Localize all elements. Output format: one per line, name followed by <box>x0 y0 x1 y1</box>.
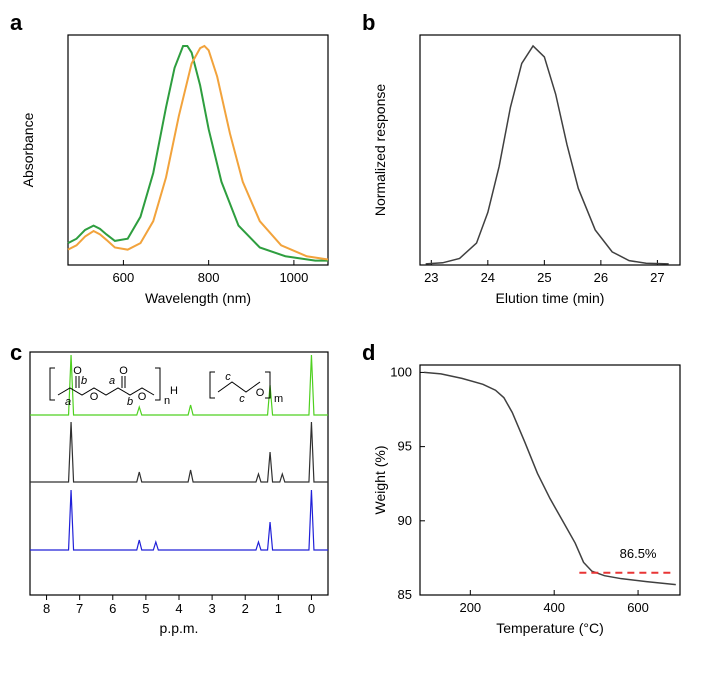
svg-text:25: 25 <box>537 270 551 285</box>
svg-text:p.p.m.: p.p.m. <box>160 620 199 636</box>
svg-text:a: a <box>65 396 71 408</box>
panel-label-d: d <box>362 340 375 366</box>
svg-text:600: 600 <box>113 270 135 285</box>
panel-c: c 876543210p.p.m.OOOOababnHOccm <box>10 340 342 650</box>
svg-text:1000: 1000 <box>279 270 308 285</box>
svg-text:86.5%: 86.5% <box>620 546 657 561</box>
svg-text:c: c <box>225 371 231 383</box>
svg-text:b: b <box>127 396 133 408</box>
svg-text:Weight (%): Weight (%) <box>372 446 388 515</box>
svg-text:6: 6 <box>109 601 116 616</box>
svg-text:400: 400 <box>543 600 565 615</box>
svg-text:Elution time (min): Elution time (min) <box>496 290 605 306</box>
svg-text:c: c <box>239 393 245 405</box>
svg-text:a: a <box>109 375 115 387</box>
svg-text:Wavelength (nm): Wavelength (nm) <box>145 290 251 306</box>
panel-b: b 23 24 25 26 27 Elution time (min) Normalized… <box>362 10 694 320</box>
svg-text:1: 1 <box>275 601 282 616</box>
svg-text:b: b <box>81 375 87 387</box>
svg-text:3: 3 <box>208 601 215 616</box>
svg-text:85: 85 <box>398 587 412 602</box>
svg-text:0: 0 <box>308 601 315 616</box>
svg-text:800: 800 <box>198 270 220 285</box>
svg-text:m: m <box>274 393 283 405</box>
svg-text:8: 8 <box>43 601 50 616</box>
svg-text:23: 23 <box>424 270 438 285</box>
svg-text:100: 100 <box>390 364 412 379</box>
svg-text:4: 4 <box>175 601 182 616</box>
svg-text:26: 26 <box>594 270 608 285</box>
svg-text:O: O <box>138 391 147 403</box>
panel-label-a: a <box>10 10 22 36</box>
svg-text:600: 600 <box>627 600 649 615</box>
svg-text:7: 7 <box>76 601 83 616</box>
chart-c: 876543210p.p.m.OOOOababnHOccm <box>10 340 340 650</box>
svg-text:24: 24 <box>481 270 495 285</box>
svg-text:90: 90 <box>398 513 412 528</box>
panel-d: d 200 400 600 85 90 95 100 86.5% Temperature (°C… <box>362 340 694 650</box>
panel-a: a 600 800 1000 Wavelength (nm) Absorbance <box>10 10 342 320</box>
figure-grid: a 6008001000Wavelength (nm)Absorbance b … <box>10 10 694 650</box>
svg-text:O: O <box>119 365 128 377</box>
svg-text:O: O <box>256 387 265 399</box>
panel-label-c: c <box>10 340 22 366</box>
svg-text:5: 5 <box>142 601 149 616</box>
svg-text:200: 200 <box>459 600 481 615</box>
svg-text:H: H <box>170 385 178 397</box>
panel-label-b: b <box>362 10 375 36</box>
svg-text:O: O <box>90 391 99 403</box>
chart-d: 200 400 600 85 90 95 100 86.5% Temperature (°C) W… <box>362 340 692 650</box>
svg-text:Temperature (°C): Temperature (°C) <box>496 620 604 636</box>
chart-a: 600 800 1000 Wavelength (nm) Absorbance <box>10 10 340 320</box>
chart-b: 23 24 25 26 27 Elution time (min) Normalized r… <box>362 10 692 320</box>
svg-text:27: 27 <box>650 270 664 285</box>
svg-text:95: 95 <box>398 439 412 454</box>
svg-text:Normalized response: Normalized response <box>372 84 388 216</box>
svg-text:2: 2 <box>242 601 249 616</box>
svg-text:Absorbance: Absorbance <box>20 112 36 187</box>
